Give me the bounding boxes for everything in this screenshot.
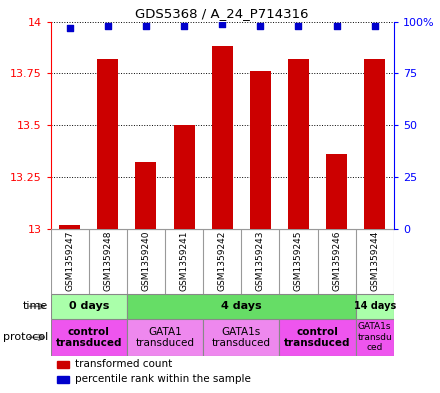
Bar bbox=[288, 59, 309, 229]
Point bbox=[257, 23, 264, 29]
Point bbox=[371, 23, 378, 29]
Bar bbox=[127, 294, 356, 319]
Bar bbox=[136, 162, 157, 229]
Bar bbox=[127, 319, 203, 356]
Text: GATA1s
transduced: GATA1s transduced bbox=[212, 327, 271, 348]
Text: GSM1359243: GSM1359243 bbox=[256, 231, 265, 291]
Bar bbox=[356, 319, 394, 356]
Text: 4 days: 4 days bbox=[221, 301, 261, 311]
Bar bbox=[212, 46, 233, 229]
Text: GSM1359240: GSM1359240 bbox=[141, 231, 150, 291]
Text: time: time bbox=[23, 301, 48, 311]
Point bbox=[333, 23, 340, 29]
Text: 14 days: 14 days bbox=[354, 301, 396, 311]
Text: GSM1359246: GSM1359246 bbox=[332, 231, 341, 291]
Point bbox=[295, 23, 302, 29]
Bar bbox=[326, 154, 347, 229]
Text: control
transduced: control transduced bbox=[55, 327, 122, 348]
Bar bbox=[58, 361, 70, 368]
Bar bbox=[58, 376, 70, 383]
Point bbox=[104, 23, 111, 29]
Text: GSM1359244: GSM1359244 bbox=[370, 231, 379, 291]
Text: GSM1359245: GSM1359245 bbox=[294, 231, 303, 291]
Title: GDS5368 / A_24_P714316: GDS5368 / A_24_P714316 bbox=[136, 7, 309, 20]
Text: transformed count: transformed count bbox=[75, 359, 172, 369]
Bar bbox=[279, 319, 356, 356]
Text: GSM1359248: GSM1359248 bbox=[103, 231, 112, 291]
Bar bbox=[97, 59, 118, 229]
Text: control
transduced: control transduced bbox=[284, 327, 351, 348]
Point bbox=[66, 25, 73, 31]
Bar bbox=[250, 71, 271, 229]
Bar bbox=[51, 294, 127, 319]
Point bbox=[219, 20, 226, 27]
Text: GSM1359247: GSM1359247 bbox=[65, 231, 74, 291]
Text: 0 days: 0 days bbox=[69, 301, 109, 311]
Point bbox=[143, 23, 150, 29]
Bar bbox=[59, 224, 80, 229]
Bar bbox=[51, 319, 127, 356]
Bar bbox=[356, 294, 394, 319]
Text: GSM1359242: GSM1359242 bbox=[218, 231, 227, 291]
Text: percentile rank within the sample: percentile rank within the sample bbox=[75, 374, 250, 384]
Bar bbox=[174, 125, 194, 229]
Point bbox=[180, 23, 187, 29]
Bar bbox=[203, 319, 279, 356]
Text: GATA1
transduced: GATA1 transduced bbox=[136, 327, 194, 348]
Text: GSM1359241: GSM1359241 bbox=[180, 231, 189, 291]
Bar bbox=[364, 59, 385, 229]
Text: protocol: protocol bbox=[3, 332, 48, 342]
Text: GATA1s
transdu
ced: GATA1s transdu ced bbox=[357, 323, 392, 352]
